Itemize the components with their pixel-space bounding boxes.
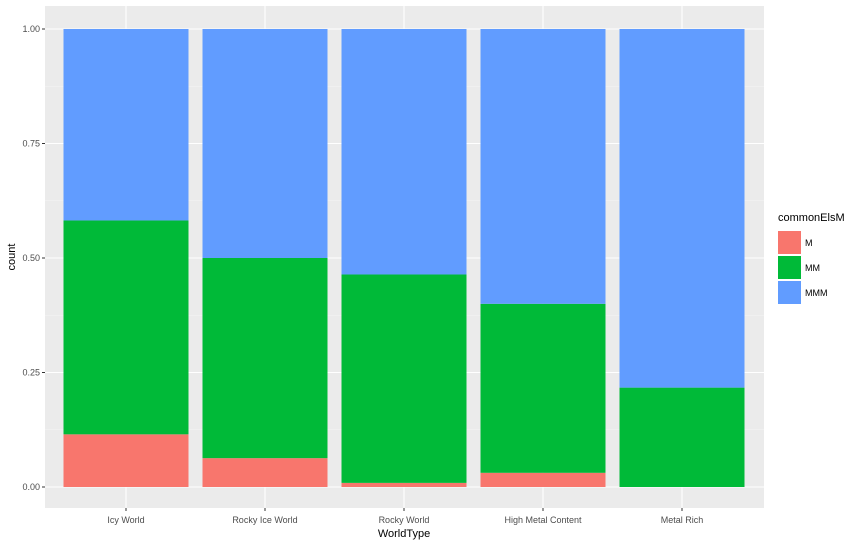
legend-key-MMM: [778, 281, 801, 304]
bar-segment-M: [341, 482, 467, 487]
x-axis-ticks: Icy World Rocky Ice World Rocky World High …: [107, 508, 703, 525]
bar-segment-MM: [480, 303, 606, 473]
y-tick-label: 0.25: [22, 368, 40, 378]
y-tick-label: 0.00: [22, 482, 40, 492]
y-tick-label: 1.00: [22, 24, 40, 34]
legend-label-M: M: [805, 238, 813, 248]
legend-key-M: [778, 231, 801, 254]
legend-label-MM: MM: [805, 263, 820, 273]
bar-segment-MMM: [341, 29, 467, 275]
bar-segment-MMM: [619, 29, 745, 388]
bars-layer: [63, 29, 745, 487]
x-tick-label: Rocky Ice World: [232, 515, 297, 525]
x-tick-label: High Metal Content: [504, 515, 582, 525]
y-tick-label: 0.50: [22, 253, 40, 263]
bar-segment-MMM: [480, 29, 606, 304]
bar-segment-M: [480, 472, 606, 487]
y-axis-ticks: 0.00 0.25 0.50 0.75 1.00: [22, 24, 45, 492]
legend-key-MM: [778, 256, 801, 279]
bar-segment-MM: [619, 387, 745, 487]
bar-segment-MMM: [63, 29, 189, 221]
legend-title: commonElsM: [778, 212, 845, 224]
x-axis-title: WorldType: [378, 528, 430, 540]
x-tick-label: Metal Rich: [661, 515, 704, 525]
legend-label-MMM: MMM: [805, 288, 828, 298]
bar-segment-M: [202, 458, 328, 487]
x-tick-label: Icy World: [107, 515, 144, 525]
bar-segment-MM: [63, 220, 189, 435]
bar-segment-M: [63, 434, 189, 487]
y-tick-label: 0.75: [22, 139, 40, 149]
bar-segment-MMM: [202, 29, 328, 258]
y-axis-title: count: [6, 244, 18, 271]
bar-segment-MM: [341, 274, 467, 483]
bar-segment-MM: [202, 258, 328, 459]
x-tick-label: Rocky World: [379, 515, 430, 525]
